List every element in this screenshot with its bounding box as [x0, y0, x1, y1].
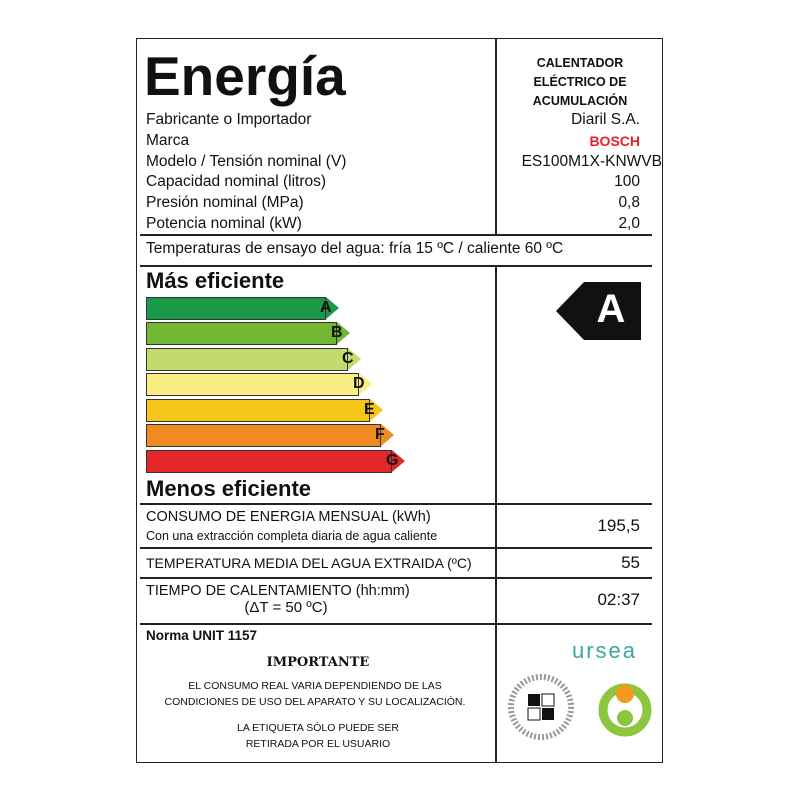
ursea-logo: ursea: [572, 638, 638, 663]
bar-body: [146, 450, 392, 473]
metric-sublabel: (ΔT = 50 ºC): [244, 599, 328, 616]
label-title: Energía: [144, 45, 346, 107]
eficiencia-energetica-logo: [590, 672, 660, 742]
efficiency-bar-g: G: [146, 450, 406, 473]
product-type: CALENTADOR ELÉCTRICO DE ACUMULACIÓN: [532, 56, 628, 108]
bar-body: [146, 373, 359, 396]
bar-body: [146, 399, 370, 422]
efficiency-bar-f: F: [146, 424, 395, 447]
divider: [495, 265, 497, 763]
bar-letter: A: [320, 299, 332, 316]
bar-letter: E: [364, 401, 375, 418]
bar-arrowhead: [392, 450, 405, 472]
bar-arrowhead: [337, 322, 350, 344]
least-efficient-label: Menos eficiente: [146, 476, 312, 501]
test-temperatures: Temperaturas de ensayo del agua: fría 15…: [146, 240, 564, 257]
efficiency-bar-e: E: [146, 399, 384, 422]
divider: [140, 623, 652, 625]
efficiency-bar-a: A: [146, 297, 340, 320]
rating-arrow: A: [556, 282, 641, 340]
efficiency-bar-c: C: [146, 348, 362, 371]
bar-letter: D: [353, 375, 365, 392]
rating-letter: A: [596, 287, 626, 331]
bar-arrowhead: [348, 348, 361, 370]
spec-label: Marca: [146, 131, 190, 149]
most-efficient-label: Más eficiente: [146, 268, 285, 293]
bar-arrowhead: [370, 399, 383, 421]
divider: [495, 38, 497, 235]
spec-value: 2,0: [618, 215, 640, 232]
spec-label: Capacidad nominal (litros): [146, 173, 327, 191]
important-text: EL CONSUMO REAL VARIA DEPENDIENDO DE LAS…: [164, 680, 466, 708]
spec-value: ES100M1X-KNWVB: [521, 152, 662, 170]
bar-arrowhead: [359, 373, 372, 395]
bar-body: [146, 322, 337, 345]
divider: [140, 577, 652, 579]
bar-arrowhead: [326, 297, 339, 319]
bar-arrowhead: [381, 424, 394, 446]
bar-letter: F: [375, 426, 385, 443]
spec-label: Potencia nominal (kW): [146, 215, 302, 232]
efficiency-bar-d: D: [146, 373, 373, 396]
metric-label: TIEMPO DE CALENTAMIENTO (hh:mm): [146, 583, 410, 599]
metric-label: CONSUMO DE ENERGIA MENSUAL (kWh): [146, 509, 431, 525]
bar-letter: G: [386, 452, 399, 469]
metric-value: 195,5: [597, 516, 640, 535]
divider: [140, 547, 652, 549]
metric-value: 55: [621, 553, 640, 572]
metric-sublabel: Con una extracción completa diaria de ag…: [146, 529, 438, 543]
unit-logo: [506, 672, 576, 742]
bar-letter: C: [342, 350, 354, 367]
metric-label: TEMPERATURA MEDIA DEL AGUA EXTRAIDA (ºC): [146, 555, 472, 571]
spec-value: Diaril S.A.: [571, 111, 640, 128]
spec-label: Modelo / Tensión nominal (V): [146, 152, 347, 170]
bar-body: [146, 348, 348, 371]
bar-letter: B: [331, 324, 343, 341]
metric-value: 02:37: [597, 590, 640, 609]
spec-label: Fabricante o Importador: [146, 111, 312, 128]
important-title: IMPORTANTE: [266, 655, 370, 670]
spec-value: BOSCH: [589, 132, 640, 149]
bar-body: [146, 424, 381, 447]
divider: [140, 234, 652, 236]
label-frame: [136, 38, 663, 763]
norma: Norma UNIT 1157: [146, 628, 258, 643]
important-text: LA ETIQUETA SÓLO PUEDE SER RETIRADA POR …: [236, 722, 400, 750]
efficiency-bar-b: B: [146, 322, 351, 345]
spec-value: 0,8: [618, 194, 640, 212]
spec-value: 100: [614, 173, 640, 191]
spec-label: Presión nominal (MPa): [146, 194, 304, 212]
bar-body: [146, 297, 326, 320]
divider: [140, 265, 652, 267]
divider: [140, 503, 652, 505]
